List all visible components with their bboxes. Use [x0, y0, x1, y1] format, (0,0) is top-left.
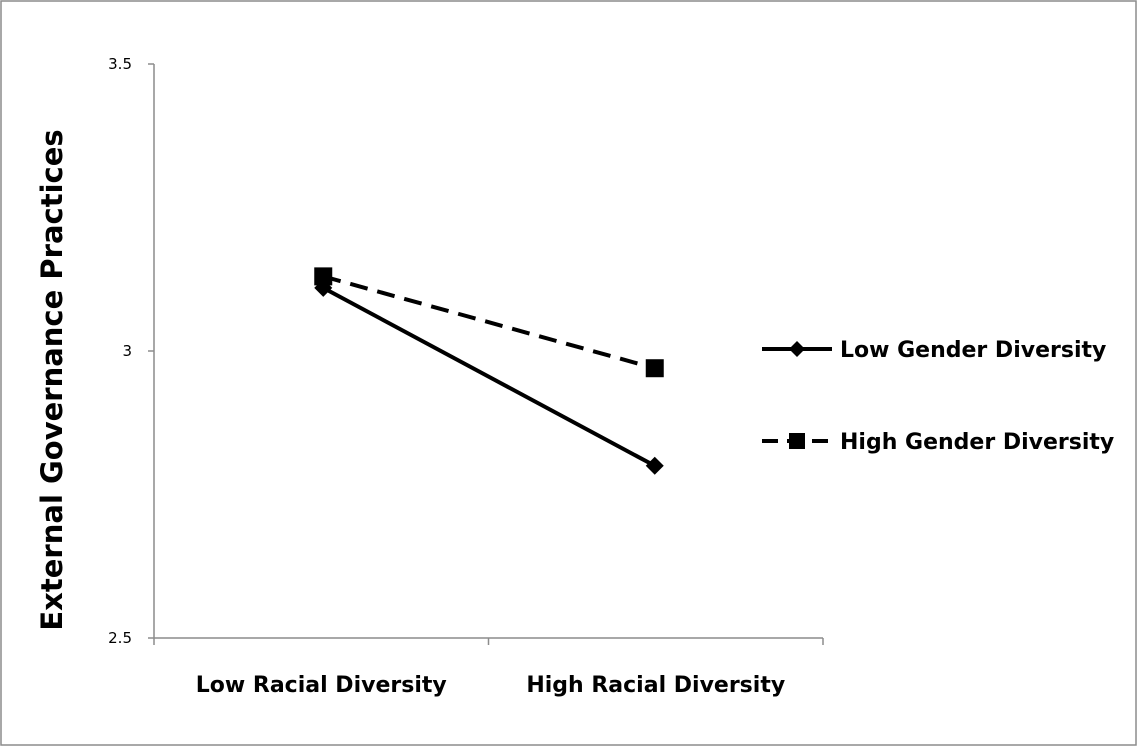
x-tick-label: High Racial Diversity: [526, 673, 785, 698]
y-axis-title: External Governance Practices: [35, 129, 69, 630]
y-tick-label: 3: [122, 342, 132, 360]
data-point-1-2: [645, 456, 664, 475]
series-layer: [314, 267, 664, 475]
x-tick-label: Low Racial Diversity: [196, 673, 447, 698]
legend: Low Gender Diversity High Gender Diversit…: [762, 338, 1114, 455]
series-line-2: [322, 274, 656, 371]
legend-marker-1: [789, 341, 805, 357]
y-tick-label: 3.5: [108, 55, 132, 73]
axes: 2.5 3 3.5 Low Racial Diversity High Racial D…: [108, 55, 824, 698]
y-tick-label: 2.5: [108, 629, 132, 647]
data-point-2-2: [645, 359, 664, 378]
series-line-1: [322, 286, 656, 468]
legend-marker-2: [789, 433, 805, 449]
legend-label-1: Low Gender Diversity: [840, 338, 1106, 363]
data-point-2-1: [314, 267, 333, 286]
legend-label-2: High Gender Diversity: [840, 430, 1114, 455]
